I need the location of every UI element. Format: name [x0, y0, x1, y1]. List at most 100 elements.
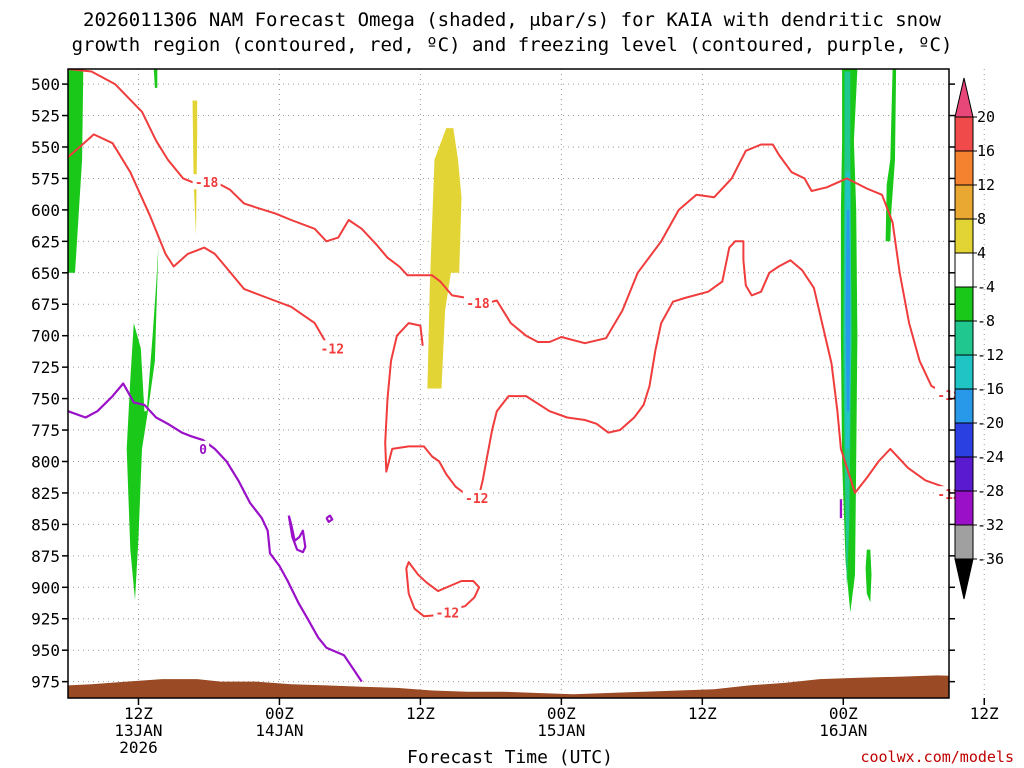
red-contour-label-bg	[192, 174, 221, 190]
omega-region-yellow-left-sliver	[192, 100, 198, 236]
y-axis-ticks: 500 525 550 575 600 625 650 675 700 725 750 775 800 8…	[31, 75, 955, 692]
colorbar-label: -16	[977, 380, 1004, 398]
colorbar-label: -36	[977, 550, 1004, 568]
y-tick-label: 575	[31, 169, 60, 188]
colorbar-segment	[954, 252, 974, 288]
x-tick-label: 14JAN	[255, 721, 303, 740]
chart-title-line2: growth region (contoured, red, ºC) and f…	[72, 34, 953, 56]
x-tick-label: 12Z	[688, 704, 717, 723]
red-contour-label-bg	[318, 340, 347, 356]
purple-contour-label: 0	[199, 443, 207, 458]
contour-freezing-level-main	[68, 382, 363, 683]
terrain-fill	[68, 675, 949, 698]
y-tick-label: 500	[31, 75, 60, 94]
x-tick-label: 13JAN	[114, 721, 162, 740]
colorbar-segment	[954, 490, 974, 526]
y-tick-label: 725	[31, 358, 60, 377]
contour-freezing-level-dot	[325, 514, 334, 524]
purple-contour-label-bg	[197, 440, 210, 456]
x-tick-label: 2026	[119, 738, 158, 757]
colorbar-segment	[954, 422, 974, 458]
colorbar-segment	[954, 354, 974, 390]
x-axis-label: Forecast Time (UTC)	[407, 747, 613, 768]
grid-lines	[68, 69, 985, 698]
contour-freezing-level-blob	[287, 515, 307, 554]
x-tick-label: 12Z	[124, 704, 153, 723]
x-tick-label: 00Z	[547, 704, 576, 723]
omega-region-green-left-edge	[68, 69, 84, 273]
red-contour-label: -12	[321, 342, 344, 357]
omega-region-purple-speck	[839, 499, 843, 519]
omega-region-green-right-strip	[885, 69, 897, 242]
contour-red-18-top	[68, 69, 949, 394]
colorbar-label: -12	[977, 346, 1004, 364]
colorbar-segment	[954, 184, 974, 220]
red-contour-label: -12	[436, 606, 459, 621]
colorbar-segment	[954, 286, 974, 322]
y-tick-label: 950	[31, 641, 60, 660]
colorbar-segment	[954, 388, 974, 424]
plot-area	[68, 69, 949, 698]
x-tick-label: 16JAN	[819, 721, 867, 740]
red-contour-label: -18	[466, 297, 490, 312]
y-tick-label: 650	[31, 264, 60, 283]
colorbar-label: 8	[977, 210, 986, 228]
freezing-level-contours	[68, 382, 363, 683]
colorbar-label: -28	[977, 482, 1004, 500]
colorbar-label: 16	[977, 142, 995, 160]
contour-red-18-upper-left	[68, 133, 328, 344]
omega-region-green-small-blob	[865, 549, 872, 603]
colorbar-top-arrow	[954, 77, 974, 118]
omega-region-green-lower-main	[126, 245, 159, 600]
colorbar-label: -4	[977, 278, 995, 296]
red-contour-label: -12	[465, 492, 488, 507]
colorbar-segment	[954, 524, 974, 560]
colorbar-segment	[954, 116, 974, 152]
x-tick-label: 00Z	[265, 704, 294, 723]
colorbar-label: 12	[977, 176, 995, 194]
x-tick-label: 00Z	[829, 704, 858, 723]
y-tick-label: 600	[31, 201, 60, 220]
y-tick-label: 825	[31, 484, 60, 503]
omega-region-green-upper-speck	[153, 69, 158, 88]
y-tick-label: 925	[31, 610, 60, 629]
colorbar-segment	[954, 320, 974, 356]
y-tick-label: 550	[31, 138, 60, 157]
y-tick-label: 625	[31, 232, 60, 251]
red-contour-label-bg	[463, 294, 492, 310]
colorbar-label: -20	[977, 414, 1004, 432]
y-tick-label: 750	[31, 390, 60, 409]
omega-region-yellow-central	[427, 128, 462, 389]
x-tick-label: 15JAN	[537, 721, 585, 740]
contour-red-12-middle	[384, 322, 468, 497]
red-contour-label-bg	[462, 489, 491, 505]
plot-frame	[67, 68, 950, 699]
terrain-layer	[68, 675, 949, 698]
y-tick-label: 900	[31, 578, 60, 597]
y-tick-label: 675	[31, 295, 60, 314]
chart-title-line1: 2026011306 NAM Forecast Omega (shaded, μ…	[83, 9, 941, 31]
colorbar-label: -32	[977, 516, 1004, 534]
x-tick-label: 12Z	[970, 704, 999, 723]
colorbar: 20 16 12 8 4 -4 -8 -12 -16 -20 -24 -28 -32 -36	[954, 77, 1004, 600]
y-tick-label: 975	[31, 673, 60, 692]
y-tick-label: 850	[31, 515, 60, 534]
colorbar-label: -8	[977, 312, 995, 330]
colorbar-segment	[954, 150, 974, 186]
y-tick-label: 700	[31, 327, 60, 346]
omega-region-blue-core	[845, 209, 851, 412]
y-tick-label: 875	[31, 547, 60, 566]
red-contour-label-bg	[433, 604, 462, 620]
colorbar-segment	[954, 456, 974, 492]
y-tick-label: 775	[31, 421, 60, 440]
colorbar-label: -24	[977, 448, 1004, 466]
y-tick-label: 800	[31, 452, 60, 471]
colorbar-segment	[954, 218, 974, 254]
y-tick-label: 525	[31, 107, 60, 126]
colorbar-label: 4	[977, 244, 986, 262]
red-contour-label: -18	[195, 176, 219, 191]
credit-link[interactable]: coolwx.com/models	[860, 748, 1014, 766]
x-tick-label: 12Z	[406, 704, 435, 723]
